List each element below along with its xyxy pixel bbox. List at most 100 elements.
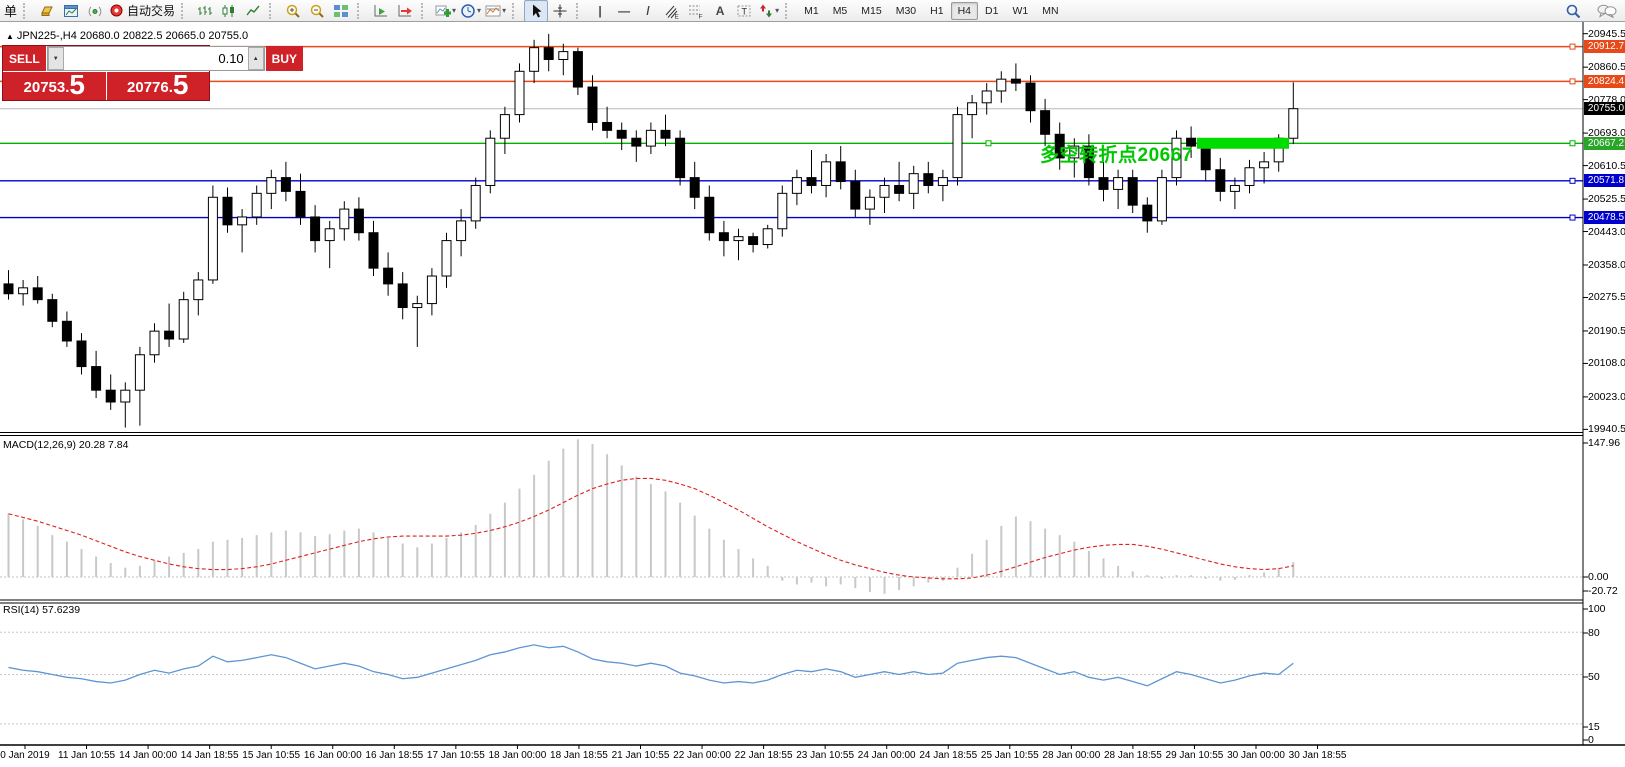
time-tick-label: 0 Jan 2019 xyxy=(0,750,50,761)
sell-button[interactable]: SELL xyxy=(3,46,46,71)
autotrade-button[interactable]: 自动交易 xyxy=(107,0,177,22)
tile-windows-icon xyxy=(333,3,349,19)
price-tick-label: 20023.0 xyxy=(1588,390,1625,403)
macd-tick-label: -20.72 xyxy=(1588,585,1618,597)
scroll-group xyxy=(369,0,417,22)
zoom-in-icon xyxy=(285,3,301,19)
timeframe-m30[interactable]: M30 xyxy=(895,4,917,17)
price-tick-label: 20860.5 xyxy=(1588,61,1625,74)
price-tick-label: 20525.5 xyxy=(1588,193,1625,206)
resistance-price-tag: 20912.7 xyxy=(1584,40,1625,54)
chart-plot[interactable] xyxy=(0,22,1625,767)
tile-windows-icon[interactable] xyxy=(329,0,353,22)
macd-tick-label: 147.96 xyxy=(1588,437,1621,449)
timeframe-d1[interactable]: D1 xyxy=(985,4,999,17)
svg-text:F: F xyxy=(699,13,703,19)
bar-chart-icon[interactable] xyxy=(193,0,217,22)
price-tick-label: 20358.0 xyxy=(1588,258,1625,271)
rsi-indicator-label: RSI(14) 57.6239 xyxy=(3,604,81,616)
time-tick-label: 29 Jan 10:55 xyxy=(1165,750,1224,761)
buy-price[interactable]: 20776. 5 xyxy=(106,71,209,100)
timeframe-w1[interactable]: W1 xyxy=(1012,4,1029,17)
price-tick-label: 20945.5 xyxy=(1588,27,1625,40)
timeframe-m1[interactable]: M1 xyxy=(804,4,819,17)
timeframe-h1[interactable]: H1 xyxy=(930,4,944,17)
crosshair-icon[interactable] xyxy=(548,0,572,22)
toolbar-separator xyxy=(785,2,794,19)
chart-window-icon[interactable] xyxy=(59,0,83,22)
new-order-icon xyxy=(39,3,55,19)
time-tick-label: 18 Jan 00:00 xyxy=(488,750,547,761)
line-chart-icon xyxy=(245,3,261,19)
text-icon-glyph: A xyxy=(715,3,725,18)
time-tick-label: 18 Jan 18:55 xyxy=(550,750,608,761)
time-tick-label: 16 Jan 00:00 xyxy=(303,750,362,761)
time-tick-label: 21 Jan 10:55 xyxy=(611,750,670,761)
chart-area[interactable]: ▲ JPN225-,H4 20680.0 20822.5 20665.0 2075… xyxy=(0,22,1625,767)
text-icon[interactable]: A xyxy=(708,0,732,22)
chat-icon[interactable] xyxy=(1595,0,1619,22)
current-price-tag: 20755.0 xyxy=(1584,102,1625,116)
zoom-out-icon xyxy=(309,3,325,19)
chart-title-text: JPN225-,H4 20680.0 20822.5 20665.0 20755… xyxy=(16,30,249,42)
chart-shift-icon[interactable] xyxy=(393,0,417,22)
trendline-icon[interactable]: / xyxy=(636,0,660,22)
timeframe-m15[interactable]: M15 xyxy=(861,4,882,17)
chart-shift-icon xyxy=(397,3,413,19)
sell-price[interactable]: 20753. 5 xyxy=(3,71,106,100)
svg-text:E: E xyxy=(675,13,680,19)
price-tick-label: 19940.5 xyxy=(1588,423,1625,436)
time-tick-label: 28 Jan 18:55 xyxy=(1103,750,1162,761)
toolbar-right-icons xyxy=(1561,0,1619,22)
main-group: 自动交易 xyxy=(35,0,177,22)
equidistant-channel-icon: E xyxy=(664,3,680,19)
dropdown-caret-icon[interactable]: ▾ xyxy=(502,6,507,15)
arrows-icon[interactable]: ▾ xyxy=(756,0,781,22)
dropdown-caret-icon[interactable]: ▾ xyxy=(477,6,482,15)
toolbar-separator xyxy=(23,2,32,19)
templates-icon[interactable]: ▾ xyxy=(483,0,508,22)
vertical-line-icon[interactable]: | xyxy=(588,0,612,22)
zoom-in-icon[interactable] xyxy=(281,0,305,22)
equidistant-channel-icon[interactable]: E xyxy=(660,0,684,22)
cursor-icon[interactable] xyxy=(524,0,549,22)
signal-icon[interactable] xyxy=(83,0,107,22)
arrows-icon xyxy=(758,3,774,19)
time-tick-label: 30 Jan 18:55 xyxy=(1288,750,1347,761)
line-chart-icon[interactable] xyxy=(241,0,265,22)
volume-decrease-button[interactable]: ▼ xyxy=(47,47,64,70)
time-tick-label: 23 Jan 10:55 xyxy=(796,750,855,761)
volume-increase-button[interactable]: ▲ xyxy=(247,47,264,70)
chart-type-group xyxy=(193,0,265,22)
dropdown-caret-icon[interactable]: ▾ xyxy=(775,6,780,15)
volume-input[interactable] xyxy=(63,47,248,70)
buy-button[interactable]: BUY xyxy=(265,46,304,71)
chart-title: ▲ JPN225-,H4 20680.0 20822.5 20665.0 2075… xyxy=(6,30,248,42)
candlestick-chart-icon[interactable] xyxy=(217,0,241,22)
timeframe-h4[interactable]: H4 xyxy=(950,1,979,20)
toolbar-separator xyxy=(421,2,430,19)
periods-icon[interactable]: ▾ xyxy=(458,0,483,22)
zoom-group xyxy=(281,0,353,22)
timeframe-mn[interactable]: MN xyxy=(1042,4,1059,17)
timeframe-m5[interactable]: M5 xyxy=(832,4,848,17)
time-tick-label: 22 Jan 18:55 xyxy=(734,750,793,761)
time-tick-label: 22 Jan 00:00 xyxy=(673,750,731,761)
fibonacci-icon[interactable]: F xyxy=(684,0,708,22)
text-label-icon[interactable]: T xyxy=(732,0,756,22)
indicators-icon[interactable]: ▾ xyxy=(433,0,458,22)
zoom-out-icon[interactable] xyxy=(305,0,329,22)
auto-scroll-icon[interactable] xyxy=(369,0,393,22)
macd-indicator-label: MACD(12,26,9) 20.28 7.84 xyxy=(3,439,129,451)
price-tick-label: 20610.5 xyxy=(1588,159,1625,172)
horizontal-line-icon[interactable]: — xyxy=(612,0,636,22)
rsi-tick-label: 50 xyxy=(1588,671,1600,683)
dropdown-caret-icon[interactable]: ▾ xyxy=(452,6,457,15)
order-group: 单 xyxy=(2,0,19,22)
insert-group: ▾ ▾ ▾ xyxy=(433,0,508,22)
periods-icon xyxy=(460,3,476,19)
new-order-icon[interactable] xyxy=(35,0,59,22)
search-icon[interactable] xyxy=(1561,0,1585,22)
time-tick-label: 17 Jan 10:55 xyxy=(426,750,485,761)
price-tick-label: 20275.5 xyxy=(1588,291,1625,304)
